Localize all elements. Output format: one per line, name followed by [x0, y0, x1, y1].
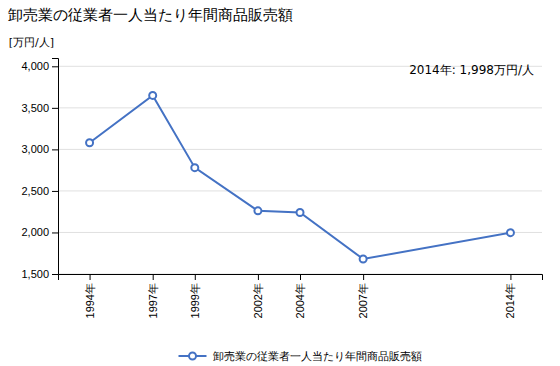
y-tick-mark: [52, 232, 58, 233]
y-tick: 2,500: [21, 185, 58, 197]
x-tick-mark: [258, 274, 259, 280]
data-point: [297, 209, 304, 216]
y-tick-mark: [52, 191, 58, 192]
marks: [86, 92, 514, 263]
annotation: 2014年: 1,998万円/人: [409, 63, 534, 77]
y-tick-mark: [52, 274, 58, 275]
grid: [58, 66, 542, 274]
x-tick-mark: [195, 274, 196, 280]
x-tick-mark: [153, 274, 154, 280]
y-tick-label: 2,000: [21, 226, 49, 238]
y-tick: 3,000: [21, 143, 58, 155]
data-point: [191, 164, 198, 171]
data-point: [507, 229, 514, 236]
legend-label: 卸売業の従業者一人当たり年間商品販売額: [213, 350, 422, 363]
y-tick: 1,500: [21, 268, 58, 280]
data-point: [254, 207, 261, 214]
y-axis-line: [52, 59, 59, 275]
data-point: [360, 256, 367, 263]
x-tick-mark: [90, 274, 91, 280]
grid-line: [58, 190, 542, 191]
y-axis: 1,500 2,000 2,500 3,000 3,500 4,000: [21, 59, 58, 281]
legend-item: 卸売業の従業者一人当たり年間商品販売額: [179, 350, 422, 363]
x-tick: 2004年: [294, 274, 306, 318]
x-tick-label: 2002年: [252, 283, 264, 318]
x-tick: 2014年: [504, 274, 516, 318]
x-tick: 1999年: [189, 274, 201, 318]
chart-container: 卸売業の従業者一人当たり年間商品販売額 1,500 2,000 2,500 3,000 3…: [0, 0, 560, 366]
grid-line: [58, 149, 542, 150]
x-tick-label: 1999年: [189, 283, 201, 318]
y-tick-label: 1,500: [21, 268, 49, 280]
y-tick: 4,000: [21, 60, 58, 72]
x-tick: 2002年: [252, 274, 264, 318]
y-tick: 2,000: [21, 226, 58, 238]
y-tick-mark: [52, 149, 58, 150]
x-tick-label: 1994年: [84, 283, 96, 318]
plot-area: 1,500 2,000 2,500 3,000 3,500 4,000 1994年 1997年…: [21, 59, 542, 319]
x-axis-line: [59, 275, 543, 281]
y-tick-label: 3,000: [21, 143, 49, 155]
x-tick: 2007年: [357, 274, 369, 318]
x-tick: 1997年: [147, 274, 159, 318]
x-tick-mark: [363, 274, 364, 280]
x-tick-label: 2014年: [504, 283, 516, 318]
y-tick-label: 4,000: [21, 60, 49, 72]
y-tick-mark: [52, 108, 58, 109]
x-axis: 1994年 1997年 1999年 2002年 2004年 2007年 2014年: [59, 274, 543, 318]
legend-marker: [189, 353, 196, 360]
x-tick-label: 2007年: [357, 283, 369, 318]
x-tick-mark: [300, 274, 301, 280]
grid-line: [58, 232, 542, 233]
y-tick: 3,500: [21, 102, 58, 114]
y-tick-mark: [52, 66, 58, 67]
data-point: [86, 139, 93, 146]
chart: 卸売業の従業者一人当たり年間商品販売額 1,500 2,000 2,500 3,000 3…: [0, 0, 560, 366]
data-point: [149, 92, 156, 99]
y-tick-label: 3,500: [21, 102, 49, 114]
series-line: [90, 95, 511, 259]
y-tick-label: 2,500: [21, 185, 49, 197]
title: 卸売業の従業者一人当たり年間商品販売額: [8, 6, 293, 24]
grid-line: [58, 107, 542, 108]
legend: 卸売業の従業者一人当たり年間商品販売額: [179, 350, 422, 363]
x-tick: 1994年: [84, 274, 96, 318]
x-tick-mark: [510, 274, 511, 280]
y-axis-label: [万円/人]: [9, 36, 54, 49]
x-tick-label: 1997年: [147, 283, 159, 318]
x-tick-label: 2004年: [294, 283, 306, 318]
